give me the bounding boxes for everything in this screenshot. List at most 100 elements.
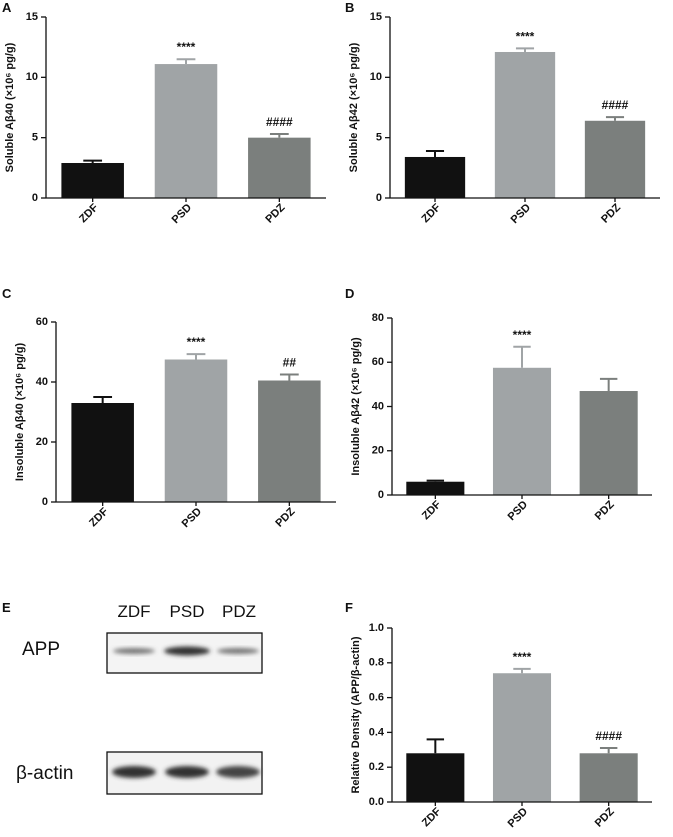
- y-tick-label: 0: [376, 192, 382, 204]
- error-bar: [269, 133, 289, 138]
- error-bar: [176, 58, 196, 65]
- bar: [71, 403, 134, 502]
- error-bar: [186, 353, 206, 360]
- chart-panel: B Soluble Aβ42 (×10⁶ pg/g) ZDF **** PSD #### P…: [345, 0, 660, 226]
- chart-panel: A Soluble Aβ40 (×10⁶ pg/g) ZDF **** PSD #### P…: [2, 0, 326, 226]
- y-tick-label: 1.0: [369, 622, 384, 634]
- bar: [154, 64, 218, 198]
- x-tick-label: PSD: [180, 506, 205, 531]
- x-tick-label: PDZ: [599, 201, 623, 225]
- significance-label: ####: [595, 729, 622, 743]
- bar: [492, 673, 552, 802]
- panel-letter: E: [2, 600, 11, 615]
- x-tick-label: PDZ: [593, 805, 617, 829]
- error-bar: [515, 47, 535, 52]
- bar: [492, 367, 552, 495]
- error-bar: [513, 345, 531, 368]
- error-bar: [599, 377, 618, 392]
- x-tick-label: ZDF: [77, 201, 101, 225]
- bar: [164, 359, 228, 502]
- panel-letter: C: [2, 286, 12, 301]
- y-tick-label: 0.4: [369, 726, 385, 738]
- x-tick-label: ZDF: [87, 505, 111, 529]
- row-label: β-actin: [16, 763, 73, 784]
- significance-label: ##: [283, 356, 297, 370]
- x-tick-label: PDZ: [263, 201, 287, 225]
- y-tick-label: 20: [36, 436, 48, 448]
- significance-label: ****: [187, 335, 206, 349]
- y-axis-label: Soluble Aβ42 (×10⁶ pg/g): [348, 42, 360, 172]
- significance-label: ####: [266, 115, 293, 129]
- error-bar: [426, 479, 445, 482]
- band: [165, 766, 209, 778]
- x-tick-label: ZDF: [420, 498, 444, 522]
- bar: [494, 51, 556, 198]
- error-bar: [513, 667, 531, 674]
- x-tick-label: PSD: [506, 806, 531, 831]
- lane-label: PDZ: [222, 602, 256, 621]
- y-tick-label: 60: [372, 356, 384, 368]
- panel-letter: F: [345, 600, 353, 615]
- significance-label: ****: [516, 29, 535, 43]
- band: [112, 766, 156, 778]
- bar: [579, 391, 638, 495]
- y-tick-label: 10: [26, 71, 38, 83]
- bar: [579, 753, 638, 802]
- x-tick-label: PSD: [170, 202, 195, 227]
- y-tick-label: 0.8: [369, 657, 384, 669]
- y-tick-label: 40: [372, 400, 384, 412]
- error-bar: [83, 159, 103, 164]
- bar: [584, 120, 646, 198]
- row-label: APP: [22, 639, 60, 660]
- x-tick-label: ZDF: [420, 805, 444, 829]
- y-tick-label: 0.0: [369, 796, 384, 808]
- bar: [404, 156, 466, 198]
- y-tick-label: 0: [32, 192, 38, 204]
- panel-letter: A: [2, 0, 12, 15]
- y-axis-label: Soluble Aβ40 (×10⁶ pg/g): [4, 42, 16, 172]
- significance-label: ****: [513, 650, 532, 664]
- band: [216, 766, 260, 778]
- x-tick-label: PDZ: [593, 498, 617, 522]
- lane-label: PSD: [170, 602, 205, 621]
- error-bar: [605, 116, 625, 121]
- panel-letter: D: [345, 286, 354, 301]
- y-tick-label: 20: [372, 445, 384, 457]
- blot-panel: E ZDF PSD PDZ APP β-actin: [2, 600, 263, 795]
- y-axis-label: Relative Density (APP/β-actin): [350, 636, 362, 793]
- y-tick-label: 5: [32, 132, 38, 144]
- x-tick-label: PDZ: [273, 505, 297, 529]
- chart-panel: F Relative Density (APP/β-actin) ZDF **** PS…: [345, 600, 652, 830]
- chart-panel: C Insoluble Aβ40 (×10⁶ pg/g) ZDF **** PSD ## P…: [2, 286, 336, 530]
- x-tick-label: ZDF: [420, 201, 444, 225]
- error-bar: [599, 747, 618, 754]
- lane-label: ZDF: [117, 602, 150, 621]
- significance-label: ****: [177, 40, 196, 54]
- y-tick-label: 80: [372, 312, 384, 324]
- y-tick-label: 5: [376, 132, 382, 144]
- error-bar: [93, 396, 113, 403]
- y-axis-label: Insoluble Aβ42 (×10⁶ pg/g): [350, 337, 362, 476]
- error-bar: [279, 373, 299, 381]
- error-bar: [426, 738, 445, 754]
- x-tick-label: PSD: [506, 499, 531, 524]
- chart-panel: D Insoluble Aβ42 (×10⁶ pg/g) ZDF **** PSD PDZ…: [345, 286, 652, 523]
- bar: [248, 137, 311, 198]
- band: [164, 646, 210, 656]
- bar: [258, 380, 321, 502]
- panel-letter: B: [345, 0, 354, 15]
- y-tick-label: 40: [36, 376, 48, 388]
- bar: [406, 753, 465, 802]
- x-tick-label: PSD: [509, 202, 534, 227]
- y-tick-label: 0: [42, 496, 48, 508]
- y-tick-label: 10: [370, 71, 382, 83]
- y-tick-label: 0.2: [369, 761, 384, 773]
- significance-label: ####: [602, 98, 629, 112]
- y-tick-label: 0: [378, 489, 384, 501]
- y-tick-label: 15: [370, 11, 382, 23]
- y-tick-label: 0.6: [369, 692, 384, 704]
- bar: [406, 481, 465, 495]
- y-tick-label: 15: [26, 11, 38, 23]
- bar: [61, 163, 124, 198]
